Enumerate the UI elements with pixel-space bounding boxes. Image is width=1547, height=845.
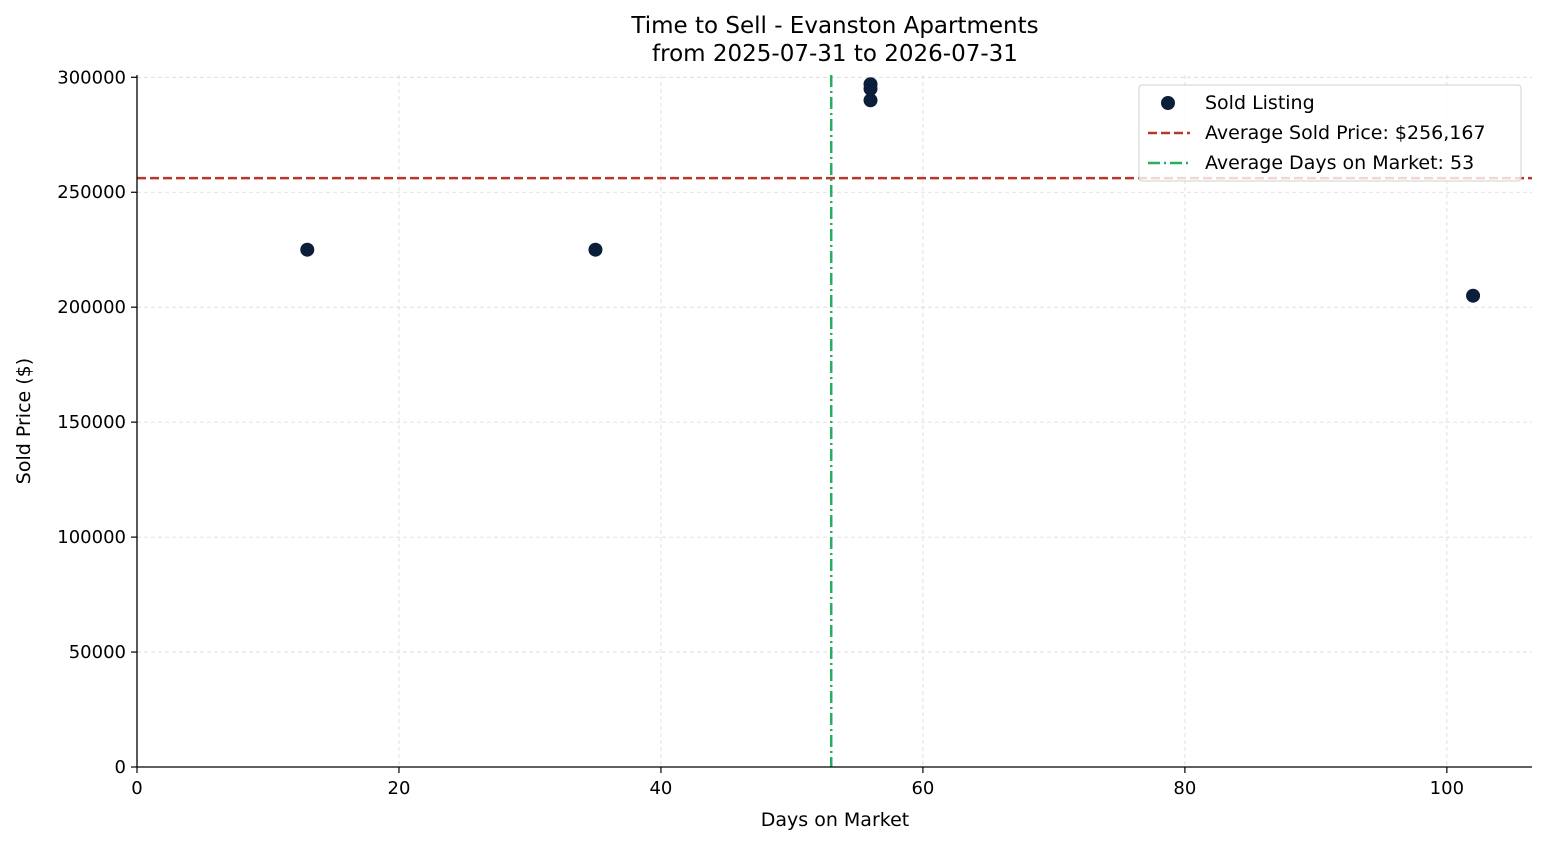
y-tick-label: 150000 [57,412,126,433]
data-point [1466,288,1481,303]
tick-labels: 0 20 40 60 80 100 0 50000 100000 150000 200000 2500… [57,67,1464,799]
legend-label-average-sold-price: Average Sold Price: $256,167 [1205,122,1486,144]
x-tick-label: 80 [1173,778,1196,799]
y-axis-label: Sold Price ($) [13,358,35,484]
y-tick-label: 300000 [57,67,126,88]
x-tick-label: 100 [1430,778,1464,799]
y-tick-label: 200000 [57,297,126,318]
y-tick-label: 250000 [57,182,126,203]
legend-label-sold-listing: Sold Listing [1205,92,1315,114]
data-point [300,242,315,257]
y-tick-label: 100000 [57,527,126,548]
data-points [300,77,1481,303]
legend-label-average-days-on-market: Average Days on Market: 53 [1205,152,1474,174]
x-tick-label: 20 [388,778,411,799]
axes [131,75,1532,773]
x-tick-label: 60 [911,778,934,799]
data-point [863,93,878,108]
legend: Sold Listing Average Sold Price: $256,16… [1138,84,1522,182]
y-tick-label: 0 [115,757,126,778]
y-tick-label: 50000 [69,642,126,663]
x-tick-label: 0 [131,778,142,799]
grid [136,75,1532,768]
data-point [863,81,878,96]
chart-title: Time to Sell - Evanston Apartments [630,13,1038,39]
data-point [588,242,603,257]
legend-frame [1138,84,1522,182]
x-tick-label: 40 [649,778,672,799]
legend-marker-sold-listing [1161,96,1175,110]
x-axis-label: Days on Market [761,809,909,831]
chart-subtitle: from 2025-07-31 to 2026-07-31 [652,41,1018,67]
